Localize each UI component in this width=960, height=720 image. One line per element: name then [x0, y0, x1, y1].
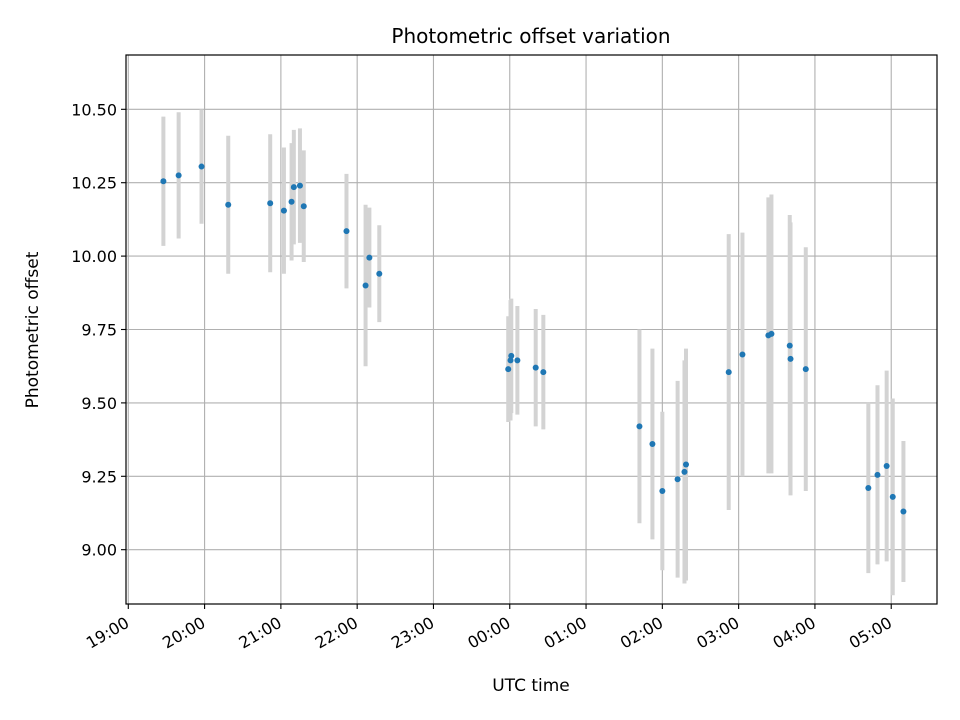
grid: [126, 55, 937, 604]
data-point: [296, 182, 303, 189]
data-point: [508, 352, 515, 359]
chart-title: Photometric offset variation: [391, 24, 670, 48]
data-point: [300, 203, 307, 210]
data-point: [514, 357, 521, 364]
y-axis: 9.00 9.25 9.50 9.75 10.00 10.25 10.50: [71, 100, 126, 560]
data-point: [636, 423, 643, 430]
data-point: [681, 468, 688, 475]
data-point: [674, 476, 681, 483]
data-point: [362, 282, 369, 289]
data-point: [889, 493, 896, 500]
data-point: [682, 461, 689, 468]
data-point: [225, 201, 232, 208]
data-point: [787, 355, 794, 362]
data-point: [649, 440, 656, 447]
data-point: [343, 228, 350, 235]
y-tick-label: 9.25: [81, 467, 117, 486]
data-point: [280, 207, 287, 214]
y-tick-label: 10.00: [71, 247, 117, 266]
data-point: [532, 364, 539, 371]
data-point: [768, 330, 775, 337]
y-axis-label: Photometric offset: [23, 251, 43, 408]
data-point: [540, 369, 547, 376]
y-tick-label: 9.75: [81, 321, 117, 340]
y-tick-label: 9.00: [81, 541, 117, 560]
data-point: [865, 485, 872, 492]
data-point: [160, 178, 167, 185]
data-point: [725, 369, 732, 376]
data-point: [288, 198, 295, 205]
data-point: [175, 172, 182, 179]
data-point: [659, 487, 666, 494]
x-axis-label: UTC time: [492, 676, 570, 696]
y-tick-label: 9.50: [81, 394, 117, 413]
y-tick-label: 10.25: [71, 174, 117, 193]
data-point: [900, 508, 907, 515]
data-point: [290, 184, 297, 191]
data-point: [786, 342, 793, 349]
data-point: [883, 463, 890, 470]
data-point: [366, 254, 373, 261]
data-point: [505, 366, 512, 373]
data-point: [376, 270, 383, 277]
data-point: [198, 163, 205, 170]
data-point: [874, 471, 881, 478]
y-tick-label: 10.50: [71, 100, 117, 119]
data-point: [802, 366, 809, 373]
data-points: [160, 163, 907, 515]
data-point: [739, 351, 746, 358]
data-point: [267, 200, 274, 207]
